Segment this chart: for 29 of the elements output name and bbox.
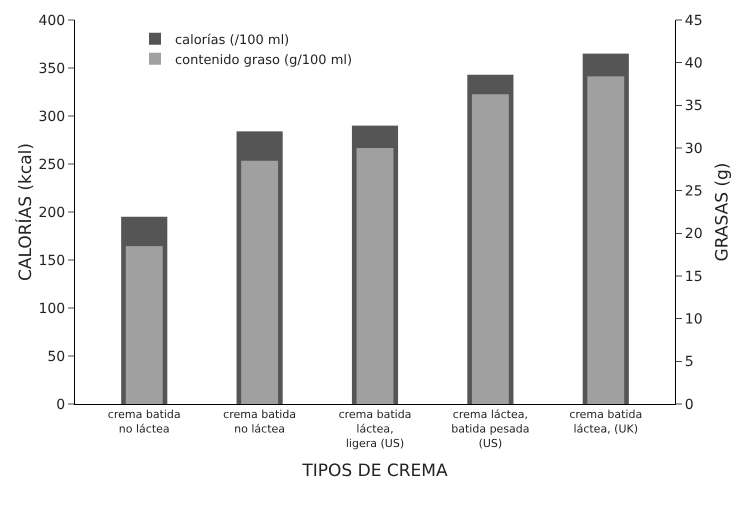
y2-tick-label: 30 (684, 140, 703, 157)
y-tick-label: 100 (38, 300, 66, 317)
y-axis-title: CALORÍAS (kcal) (15, 143, 36, 281)
y2-tick-label: 35 (684, 98, 703, 114)
x-tick-label: crema batida láctea, ligera (US) (338, 408, 412, 450)
y2-tick-label: 20 (684, 226, 703, 242)
x-tick-label: crema batida no láctea (223, 408, 296, 436)
y2-axis-title: GRASAS (g) (712, 162, 732, 262)
y2-tick-label: 10 (684, 312, 703, 328)
legend-label: contenido graso (g/100 ml) (175, 52, 352, 68)
legend-label: calorías (/100 ml) (175, 32, 290, 48)
y2-tick-label: 40 (684, 56, 703, 72)
y-tick-label: 250 (38, 156, 66, 173)
y-tick-label: 350 (38, 60, 66, 77)
y-tick-label: 50 (47, 348, 66, 365)
x-tick-label: crema batida láctea, (UK) (569, 408, 642, 436)
y-tick-label: 150 (38, 252, 66, 269)
y2-tick-label: 0 (684, 396, 694, 413)
x-axis-title: TIPOS DE CREMA (301, 461, 448, 482)
y2-tick-label: 25 (684, 184, 703, 200)
y2-tick-label: 5 (684, 354, 694, 370)
x-tick-label: crema batida no láctea (108, 408, 181, 436)
y-tick-label: 200 (38, 204, 66, 221)
y-tick-label: 400 (38, 12, 66, 29)
y-tick-label: 300 (38, 108, 66, 125)
y-tick-label: 0 (56, 396, 66, 413)
y2-tick-label: 45 (684, 12, 703, 29)
y2-tick-label: 15 (684, 268, 703, 285)
x-tick-label: crema láctea, batida pesada (US) (451, 408, 530, 450)
